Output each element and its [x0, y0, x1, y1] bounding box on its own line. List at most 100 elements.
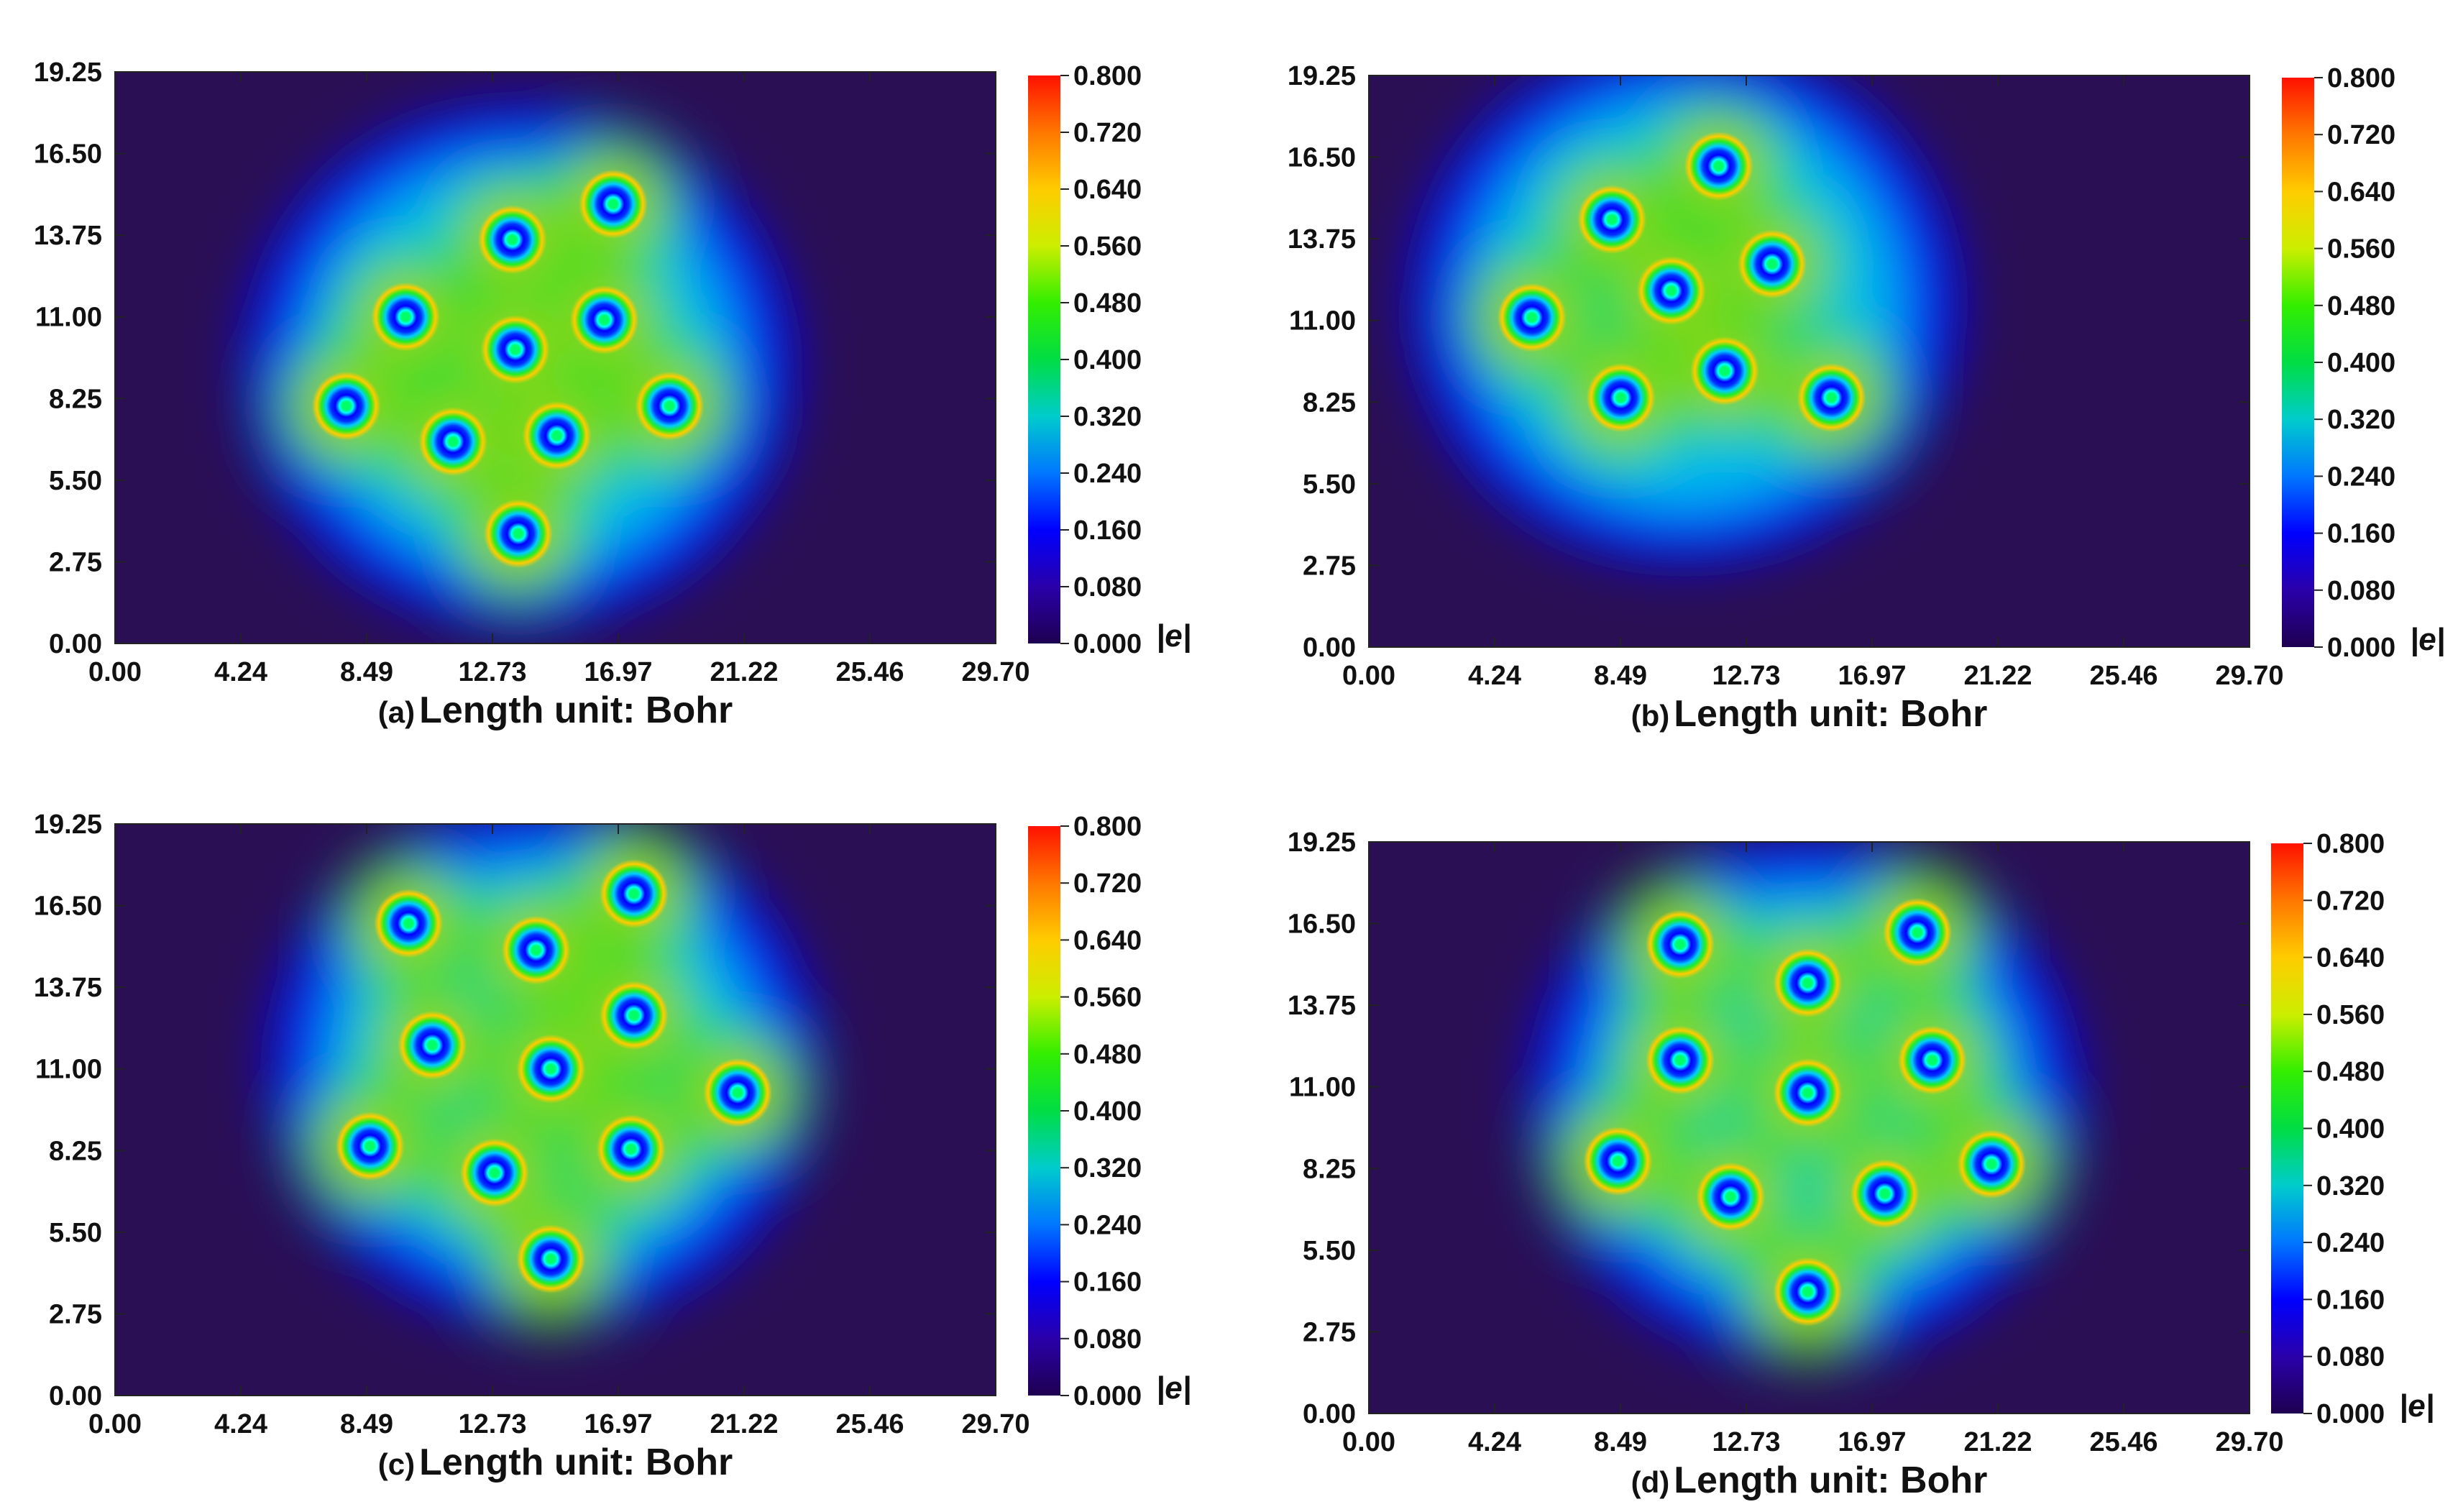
y-tick-label-d-3: 8.25 [1303, 1154, 1356, 1184]
atom-marker-b-2 [1577, 185, 1647, 255]
colorbar-tick-label-b-2: 0.640 [2327, 177, 2395, 207]
atom-marker-d-6 [1773, 1058, 1843, 1127]
colorbar-tick-label-c-10: 0.000 [1073, 1381, 1142, 1411]
y-tick-label-b-5: 13.75 [1288, 224, 1356, 255]
x-tick-label-d-6: 25.46 [2089, 1427, 2157, 1457]
x-tick-label-c-2: 8.49 [340, 1409, 393, 1439]
y-tick-label-d-0: 0.00 [1303, 1399, 1356, 1429]
colorbar-tick-label-b-9: 0.080 [2327, 576, 2395, 606]
y-tick-label-c-3: 8.25 [49, 1136, 102, 1166]
density-field-d [1532, 842, 2078, 1360]
colorbar-d [2271, 843, 2303, 1414]
colorbar-tick-label-c-8: 0.160 [1073, 1268, 1142, 1298]
panel-b-svg: 0.00 4.24 8.49 12.73 16.97 21.22 25.46 29.70 0.0… [1288, 61, 2445, 735]
y-tick-label-a-3: 8.25 [49, 384, 102, 414]
panel-letter-a: (a) [378, 695, 415, 729]
colorbar-b [2282, 78, 2314, 647]
x-tick-label-d-5: 21.22 [1963, 1427, 2032, 1457]
panel-a: 0.00 4.24 8.49 12.73 16.97 21.22 25.46 29.70 0.0… [0, 0, 1229, 756]
colorbar-tick-label-d-0: 0.800 [2316, 829, 2385, 859]
colorbar-tick-label-b-10: 0.000 [2327, 633, 2395, 663]
panel-c-svg: 0.00 4.24 8.49 12.73 16.97 21.22 25.46 29.70 0.0… [34, 810, 1191, 1483]
density-field-c [270, 824, 817, 1328]
atom-marker-a-2 [418, 407, 488, 477]
atom-marker-d-9 [1897, 1025, 1967, 1095]
panel-d: 0.00 4.24 8.49 12.73 16.97 21.22 25.46 29.70 0.0… [1229, 756, 2458, 1512]
x-tick-label-a-2: 8.49 [340, 657, 393, 687]
colorbar-tick-label-c-6: 0.320 [1073, 1153, 1142, 1183]
panel-d-svg: 0.00 4.24 8.49 12.73 16.97 21.22 25.46 29.70 0.0… [1288, 828, 2434, 1501]
colorbar-tick-label-a-3: 0.560 [1073, 232, 1142, 262]
panel-letter-c: (c) [378, 1447, 415, 1481]
colorbar-tick-label-d-6: 0.320 [2316, 1171, 2385, 1201]
atom-marker-a-6 [569, 285, 639, 354]
x-tick-label-a-1: 4.24 [214, 657, 267, 687]
atom-marker-b-5 [1689, 336, 1759, 406]
colorbar-tick-label-c-3: 0.560 [1073, 983, 1142, 1013]
colorbar-tick-label-c-7: 0.240 [1073, 1210, 1142, 1240]
x-tick-label-d-4: 16.97 [1838, 1427, 1906, 1457]
colorbar-tick-label-c-1: 0.720 [1073, 869, 1142, 899]
colorbar-tick-label-a-1: 0.720 [1073, 118, 1142, 148]
atom-marker-b-1 [1497, 283, 1567, 352]
y-tick-label-d-1: 2.75 [1303, 1317, 1356, 1347]
x-tick-label-a-7: 29.70 [961, 657, 1029, 687]
atom-marker-b-6 [1797, 363, 1866, 433]
atom-marker-d-5 [1773, 1257, 1843, 1327]
atom-marker-d-3 [1583, 1126, 1653, 1196]
y-tick-label-d-4: 11.00 [1289, 1073, 1356, 1103]
y-tick-label-a-7: 19.25 [34, 58, 102, 88]
plot-frame-d [1368, 841, 2250, 1414]
atom-marker-c-5 [516, 1224, 586, 1294]
panel-caption-b: (b) Length unit: Bohr [1631, 693, 1988, 735]
atom-marker-c-3 [335, 1112, 405, 1181]
y-tick-label-c-6: 16.50 [34, 892, 102, 922]
plot-frame-c [114, 823, 996, 1396]
colorbar-tick-label-c-9: 0.080 [1073, 1324, 1142, 1355]
x-tick-label-b-4: 16.97 [1838, 661, 1906, 691]
colorbar-tick-label-b-1: 0.720 [2327, 120, 2395, 150]
colorbar-tick-label-a-7: 0.240 [1073, 459, 1142, 489]
atom-marker-d-11 [1850, 1159, 1920, 1229]
y-tick-label-b-3: 8.25 [1303, 388, 1356, 418]
atom-marker-b-4 [1586, 363, 1656, 433]
y-tick-label-c-1: 2.75 [49, 1299, 102, 1329]
colorbar-tick-label-a-9: 0.080 [1073, 572, 1142, 602]
atom-marker-c-2 [599, 859, 669, 929]
y-tick-label-d-7: 19.25 [1288, 828, 1356, 858]
x-tick-label-b-3: 12.73 [1712, 661, 1780, 691]
y-tick-label-b-1: 2.75 [1303, 551, 1356, 581]
atom-marker-c-10 [599, 981, 669, 1050]
x-tick-label-b-6: 25.46 [2089, 661, 2157, 691]
colorbar-tick-label-d-3: 0.560 [2316, 1000, 2385, 1030]
atom-marker-b-7 [1737, 229, 1807, 299]
y-tick-label-a-5: 13.75 [34, 221, 102, 251]
panel-letter-b: (b) [1631, 699, 1670, 733]
x-tick-label-b-1: 4.24 [1468, 661, 1521, 691]
y-tick-label-a-0: 0.00 [49, 629, 102, 659]
panel-a-svg: 0.00 4.24 8.49 12.73 16.97 21.22 25.46 29.70 0.0… [34, 58, 1191, 731]
colorbar-unit-b: |e| [2410, 622, 2445, 657]
atom-marker-d-10 [1696, 1162, 1766, 1232]
atom-marker-c-1 [374, 889, 444, 958]
colorbar-tick-label-d-10: 0.000 [2316, 1399, 2385, 1429]
atom-marker-a-7 [480, 315, 550, 385]
x-tick-label-b-5: 21.22 [1963, 661, 2032, 691]
atom-marker-b-3 [1684, 131, 1753, 201]
colorbar-tick-label-c-4: 0.480 [1073, 1040, 1142, 1070]
x-tick-label-c-4: 16.97 [584, 1409, 652, 1439]
x-tick-label-c-5: 21.22 [710, 1409, 778, 1439]
x-tick-label-b-7: 29.70 [2215, 661, 2283, 691]
y-tick-label-c-4: 11.00 [35, 1055, 102, 1085]
colorbar-tick-label-b-7: 0.240 [2327, 462, 2395, 492]
y-tick-label-c-0: 0.00 [49, 1381, 102, 1411]
panel-b: 0.00 4.24 8.49 12.73 16.97 21.22 25.46 29.70 0.0… [1229, 0, 2458, 756]
y-tick-label-b-0: 0.00 [1303, 633, 1356, 663]
colorbar-tick-label-a-6: 0.320 [1073, 402, 1142, 432]
colorbar-tick-label-b-0: 0.800 [2327, 63, 2395, 93]
x-tick-label-c-3: 12.73 [458, 1409, 526, 1439]
panel-caption-text-c: Length unit: Bohr [419, 1442, 733, 1483]
panel-caption-c: (c) Length unit: Bohr [378, 1442, 733, 1483]
colorbar-tick-label-b-5: 0.400 [2327, 348, 2395, 378]
colorbar-tick-label-c-0: 0.800 [1073, 812, 1142, 842]
